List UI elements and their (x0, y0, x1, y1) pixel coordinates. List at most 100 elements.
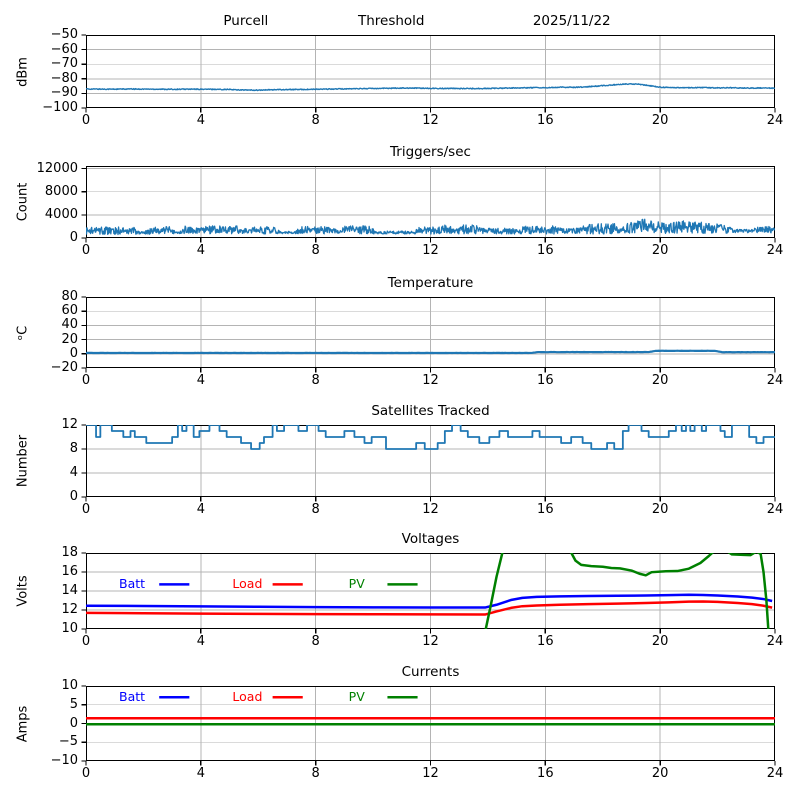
y-tick-label: 8 (69, 441, 78, 456)
plot-area-signal (81, 34, 776, 113)
x-tick-label: 8 (311, 634, 320, 649)
legend-label-load: Load (232, 576, 263, 592)
y-tick-label: 8000 (44, 183, 78, 199)
legend-label-load: Load (232, 689, 263, 705)
x-tick-label: 12 (422, 634, 439, 649)
x-tick-label: 0 (81, 243, 91, 258)
legend-label-batt: Batt (119, 689, 146, 705)
y-tick-label: 4 (69, 465, 78, 480)
chart-title-part-1: Threshold (357, 13, 425, 29)
y-tick-label: 5 (69, 696, 78, 712)
legend-label-batt: Batt (119, 576, 146, 592)
x-tick-label: 8 (311, 766, 320, 781)
x-tick-label: 20 (651, 373, 669, 388)
series-line-load (86, 600, 773, 616)
y-tick-label: 0 (69, 230, 78, 245)
y-tick-label: 80 (61, 289, 78, 304)
x-tick-label: 16 (537, 502, 554, 517)
y-tick-label: −70 (50, 56, 78, 72)
series-line-signal (86, 82, 775, 92)
chart-title-temperature: Temperature (387, 275, 474, 291)
x-tick-label: 4 (196, 113, 205, 128)
x-tick-label: 16 (537, 113, 554, 128)
series-line-pv (484, 553, 770, 629)
plot-area-voltages (81, 552, 776, 634)
y-tick-label: 18 (61, 545, 78, 560)
x-tick-label: 24 (766, 373, 784, 388)
x-tick-label: 8 (311, 113, 320, 128)
x-tick-label: 4 (196, 373, 205, 388)
x-tick-label: 20 (651, 634, 669, 649)
y-tick-label: −80 (50, 70, 78, 86)
chart-title-currents: Currents (401, 664, 460, 680)
x-tick-label: 16 (537, 243, 554, 258)
x-tick-label: 8 (311, 243, 320, 258)
x-tick-label: 24 (766, 243, 784, 258)
x-tick-label: 16 (537, 373, 554, 388)
chart-title-part-2: 2025/11/22 (532, 13, 611, 29)
y-tick-label: −100 (42, 100, 78, 115)
x-tick-label: 24 (766, 766, 784, 781)
x-tick-label: 12 (422, 373, 439, 388)
x-tick-label: 4 (196, 502, 205, 517)
x-tick-label: 8 (311, 502, 320, 517)
y-tick-label: 20 (61, 331, 78, 347)
y-tick-label: 10 (61, 621, 78, 636)
y-tick-label: 0 (69, 715, 78, 731)
y-tick-label: 12 (61, 602, 78, 617)
x-tick-label: 12 (422, 502, 439, 517)
axes-frame (85, 165, 776, 239)
y-tick-label: 4000 (44, 206, 78, 222)
chart-title-satellites: Satellites Tracked (371, 403, 490, 419)
x-tick-label: 20 (651, 766, 669, 781)
y-tick-label: 0 (69, 489, 78, 504)
y-tick-label: −60 (50, 41, 78, 57)
y-tick-label: −90 (50, 85, 78, 101)
y-tick-label: 0 (69, 345, 78, 361)
x-tick-label: 0 (81, 634, 91, 649)
y-tick-label: −20 (50, 360, 78, 375)
plot-area-temperature (81, 296, 776, 373)
y-tick-label: 60 (61, 303, 78, 319)
plot-area-currents (81, 685, 776, 766)
legend-label-pv: PV (348, 576, 365, 592)
y-tick-label: 12 (61, 417, 78, 432)
x-tick-label: 12 (422, 113, 439, 128)
y-tick-label: 12000 (36, 160, 78, 176)
x-tick-label: 16 (537, 766, 554, 781)
x-tick-label: 24 (766, 634, 784, 649)
plot-area-satellites (81, 424, 776, 502)
axes-frame (85, 552, 776, 630)
series-line-satellites (86, 425, 775, 450)
plot-area-triggers (81, 165, 776, 243)
chart-title-part-0: Purcell (223, 13, 269, 29)
x-tick-label: 20 (651, 502, 669, 517)
axes-frame (85, 296, 776, 369)
legend-label-pv: PV (348, 689, 365, 705)
x-tick-label: 20 (651, 243, 669, 258)
x-tick-label: 0 (81, 373, 91, 388)
x-tick-label: 12 (422, 766, 439, 781)
y-tick-label: −50 (50, 27, 78, 42)
x-tick-label: 0 (81, 502, 91, 517)
y-tick-label: 10 (61, 678, 78, 693)
x-tick-label: 8 (311, 373, 320, 388)
x-tick-label: 0 (81, 766, 91, 781)
y-tick-label: −5 (58, 734, 78, 750)
y-tick-label: 40 (61, 317, 78, 333)
x-tick-label: 12 (422, 243, 439, 258)
x-tick-label: 4 (196, 766, 205, 781)
chart-title-voltages: Voltages (401, 531, 460, 547)
series-line-triggers (86, 218, 775, 236)
y-tick-label: −10 (50, 753, 78, 768)
chart-title-triggers: Triggers/sec (390, 144, 471, 160)
x-tick-label: 24 (766, 113, 784, 128)
x-tick-label: 4 (196, 243, 205, 258)
x-tick-label: 24 (766, 502, 784, 517)
series-line-batt (86, 593, 773, 609)
axes-frame (85, 34, 776, 109)
x-tick-label: 20 (651, 113, 669, 128)
y-tick-label: 16 (61, 564, 78, 579)
x-tick-label: 4 (196, 634, 205, 649)
